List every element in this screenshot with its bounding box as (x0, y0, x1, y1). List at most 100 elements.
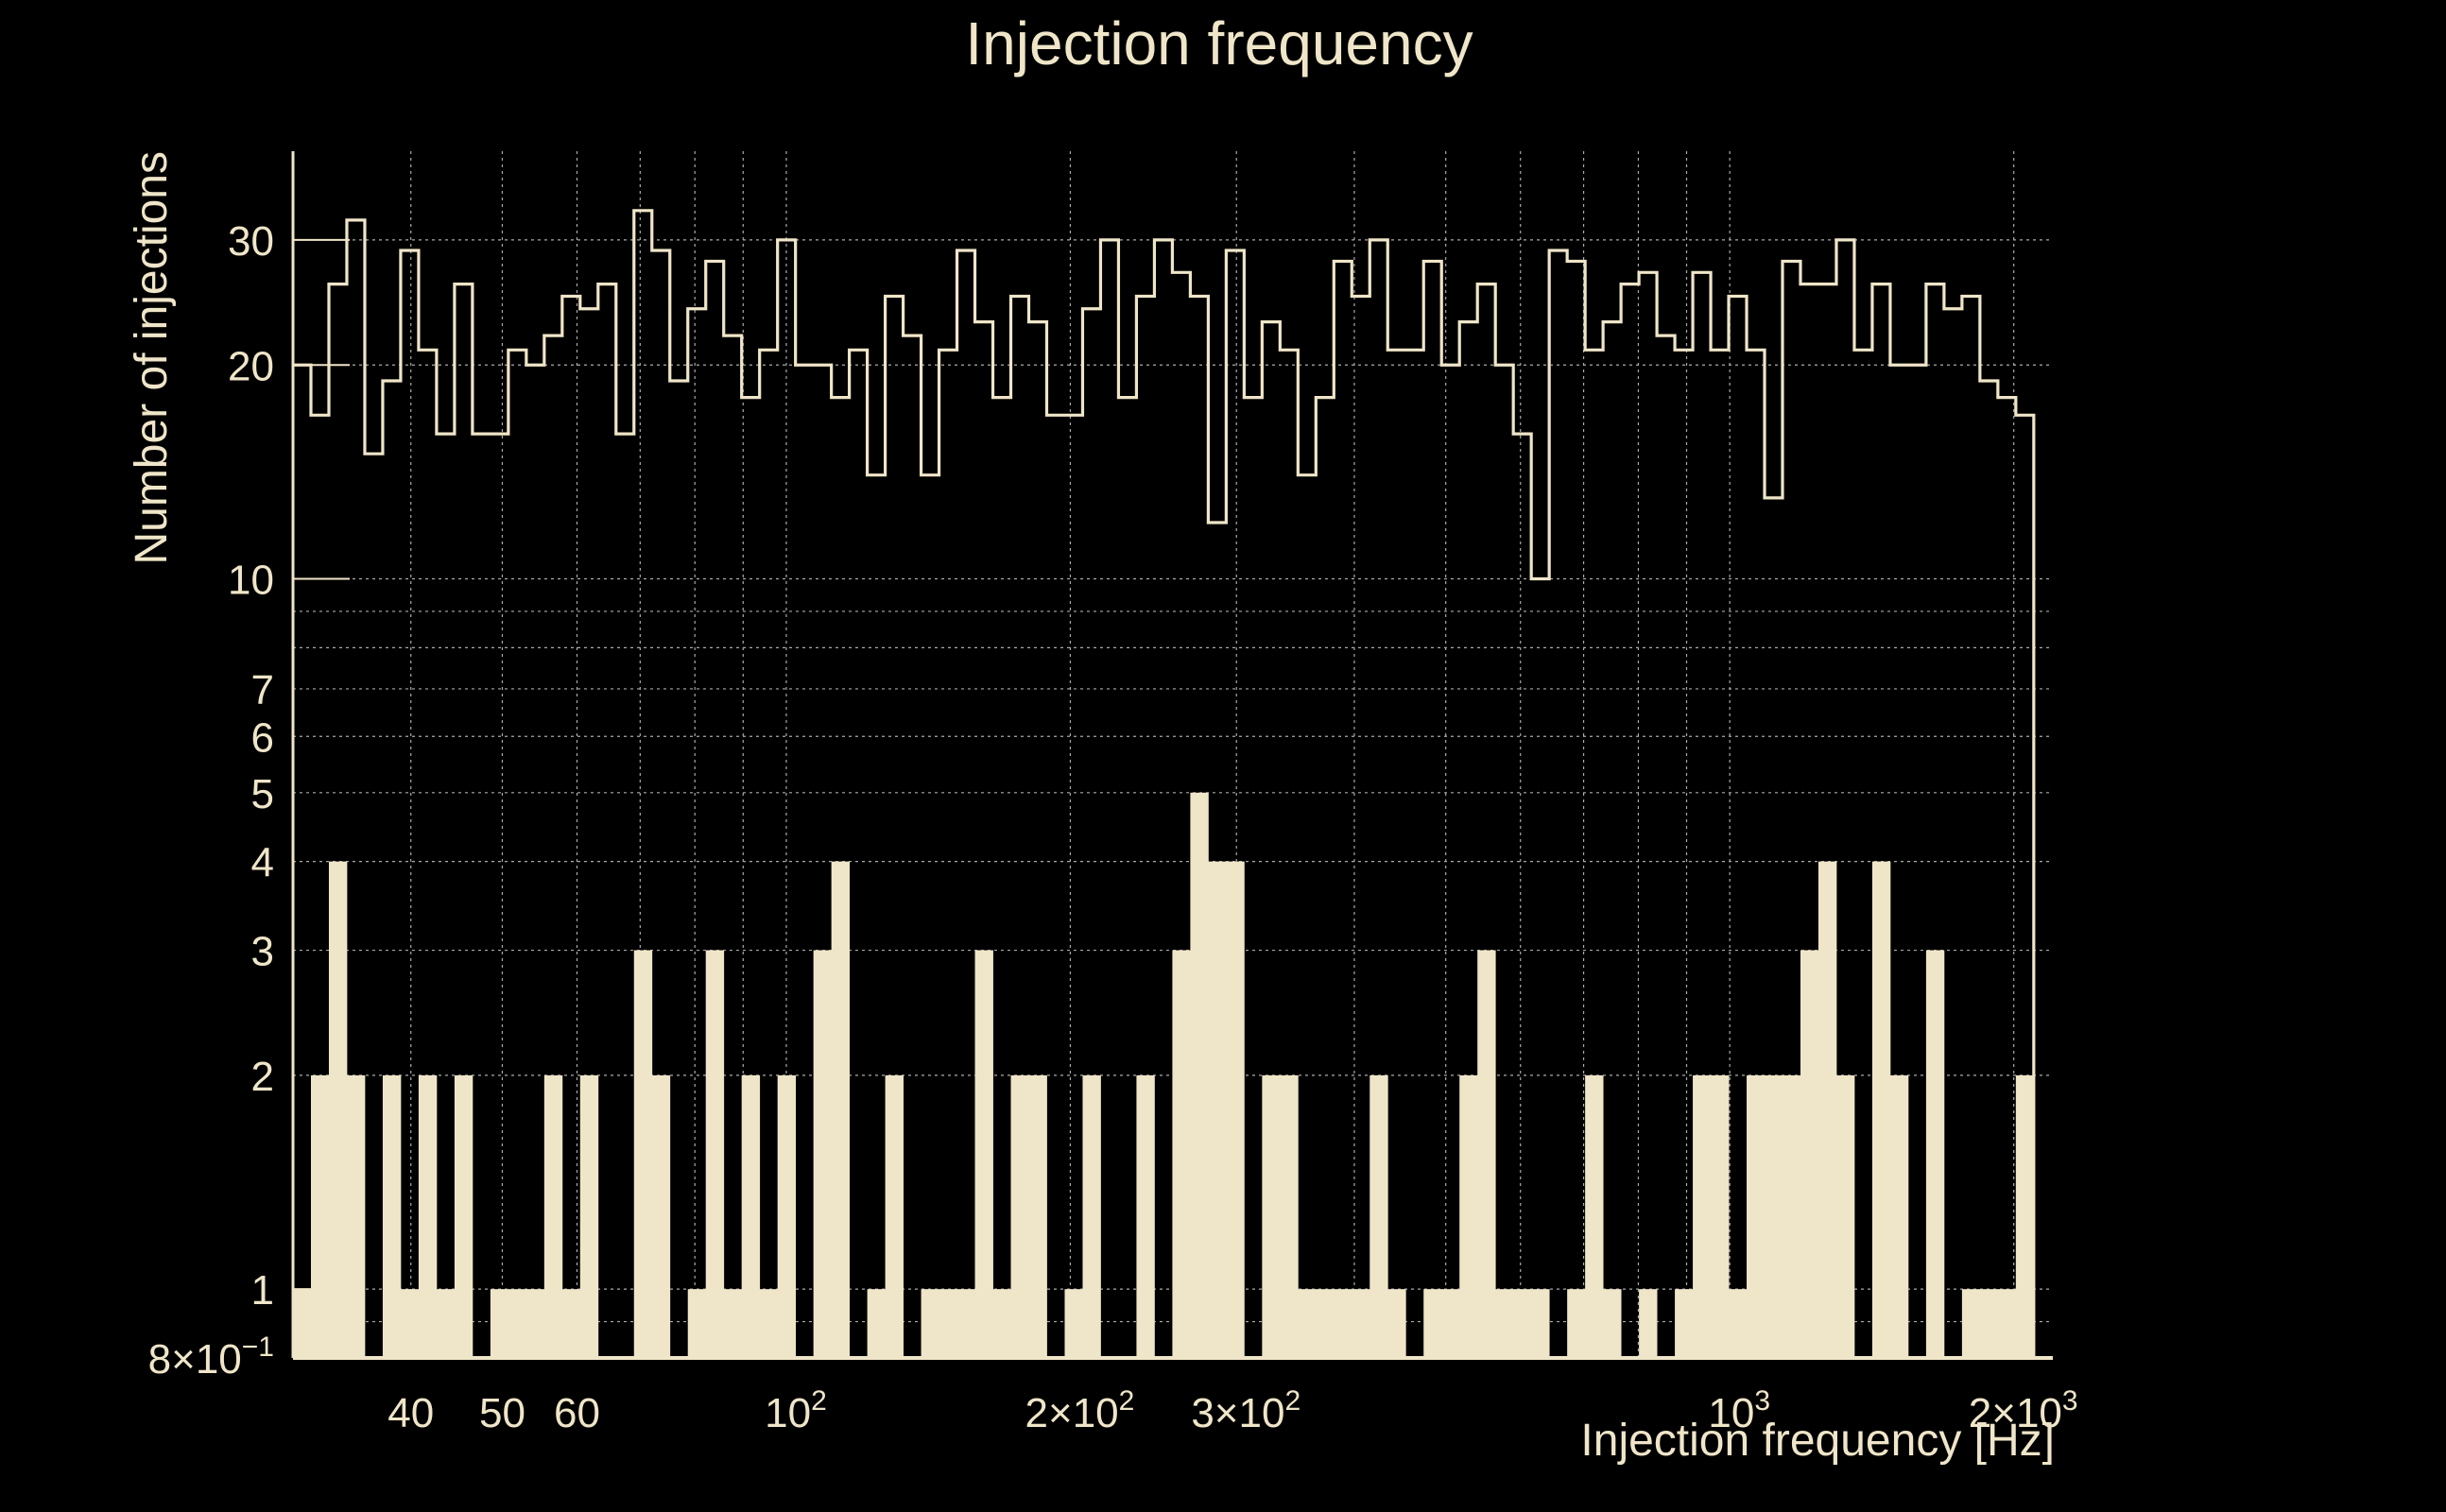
bar-61 (1387, 1289, 1406, 1358)
bar-2 (328, 861, 348, 1358)
bar-67 (1495, 1289, 1514, 1358)
bar-56 (1298, 1289, 1317, 1358)
bar-8 (436, 1289, 456, 1358)
bar-72 (1585, 1074, 1604, 1358)
bar-88 (1871, 861, 1891, 1358)
bar-6 (400, 1289, 420, 1358)
bar-39 (992, 1289, 1011, 1358)
bar-35 (921, 1289, 939, 1358)
bar-93 (1961, 1289, 1981, 1358)
bar-52 (1226, 861, 1245, 1358)
bar-22 (687, 1289, 707, 1358)
bar-58 (1334, 1289, 1352, 1358)
bar-64 (1441, 1289, 1460, 1358)
x-axis-label: Injection frequency [Hz] (1580, 1416, 2055, 1466)
bar-71 (1567, 1289, 1586, 1358)
bar-7 (418, 1074, 438, 1358)
bar-25 (741, 1074, 761, 1358)
bar-16 (579, 1074, 599, 1358)
bar-27 (777, 1074, 797, 1358)
x-tick-label-4: 2×102 (1025, 1385, 1135, 1436)
y-tick-label-8: 10 (228, 558, 274, 604)
bar-24 (723, 1289, 743, 1358)
bar-15 (561, 1289, 581, 1358)
bar-59 (1352, 1289, 1370, 1358)
y-tick-labels: 8×10−1 1 2 3 4 5 67 10 20 30 (148, 218, 274, 1383)
bar-32 (867, 1289, 887, 1358)
bar-1 (310, 1074, 330, 1358)
bar-86 (1835, 1074, 1855, 1358)
x-tick-label-2: 60 (554, 1390, 600, 1436)
step-histogram-series (293, 209, 2036, 1358)
bar-83 (1783, 1074, 1801, 1358)
bar-63 (1423, 1289, 1442, 1358)
bar-78 (1693, 1074, 1712, 1358)
y-tick-label-2: 2 (251, 1054, 274, 1100)
x-tick-label-5: 3×102 (1191, 1385, 1301, 1436)
x-tick-labels: 40 50 60 102 2×102 3×102 103 2×103 (388, 1385, 2077, 1436)
bar-33 (885, 1074, 904, 1358)
x-tick-label-6: 103 (1708, 1385, 1770, 1436)
bar-82 (1765, 1074, 1783, 1358)
bar-89 (1889, 1074, 1909, 1358)
x-tick-label-1: 50 (479, 1390, 525, 1436)
bar-26 (759, 1289, 779, 1358)
y-axis-label: Number of injections (127, 151, 177, 565)
bar-0 (293, 1289, 312, 1358)
bar-9 (454, 1074, 474, 1358)
x-tick-label-3: 102 (765, 1385, 827, 1436)
y-tick-label-3: 3 (251, 929, 274, 975)
bar-80 (1729, 1289, 1748, 1358)
y-tick-label-0: 8×10−1 (148, 1332, 274, 1383)
bar-29 (813, 950, 833, 1358)
bar-60 (1369, 1074, 1388, 1358)
bar-11 (490, 1289, 509, 1358)
bar-79 (1711, 1074, 1730, 1358)
y-tick-label-4: 4 (251, 840, 274, 886)
bar-23 (705, 950, 725, 1358)
y-tick-label-6: 6 (251, 714, 274, 761)
bar-69 (1531, 1289, 1550, 1358)
bar-73 (1603, 1289, 1622, 1358)
step-line (293, 209, 2036, 1358)
y-tick-label-9: 20 (228, 343, 274, 389)
bar-19 (633, 950, 653, 1358)
axes (291, 151, 2053, 1360)
bar-49 (1172, 950, 1191, 1358)
filled-histogram-series (293, 792, 2035, 1358)
chart-title: Injection frequency (965, 9, 1473, 77)
bar-91 (1925, 950, 1945, 1358)
bar-43 (1064, 1289, 1083, 1358)
bar-95 (1997, 1289, 2017, 1358)
bar-84 (1800, 950, 1819, 1358)
bar-54 (1262, 1074, 1281, 1358)
bar-44 (1082, 1074, 1101, 1358)
bar-75 (1639, 1289, 1658, 1358)
y-tick-label-7: 7 (251, 667, 274, 713)
bar-20 (651, 1074, 671, 1358)
bar-5 (382, 1074, 402, 1358)
bar-30 (831, 861, 851, 1358)
bar-85 (1817, 861, 1837, 1358)
bar-96 (2015, 1074, 2035, 1358)
bar-41 (1028, 1074, 1047, 1358)
bar-47 (1136, 1074, 1155, 1358)
bar-57 (1316, 1289, 1335, 1358)
x-tick-label-7: 2×103 (1969, 1385, 2078, 1436)
y-tick-label-1: 1 (251, 1267, 274, 1314)
bar-36 (939, 1289, 957, 1358)
bar-68 (1513, 1289, 1532, 1358)
bar-94 (1979, 1289, 1999, 1358)
bar-13 (525, 1289, 545, 1358)
bar-14 (543, 1074, 563, 1358)
bar-55 (1280, 1074, 1299, 1358)
bar-65 (1459, 1074, 1478, 1358)
bar-3 (346, 1074, 366, 1358)
x-tick-label-0: 40 (388, 1390, 434, 1436)
y-tick-label-10: 30 (228, 218, 274, 265)
y-tick-label-5: 5 (251, 771, 274, 817)
bar-51 (1208, 861, 1227, 1358)
bar-77 (1675, 1289, 1694, 1358)
bar-40 (1010, 1074, 1029, 1358)
